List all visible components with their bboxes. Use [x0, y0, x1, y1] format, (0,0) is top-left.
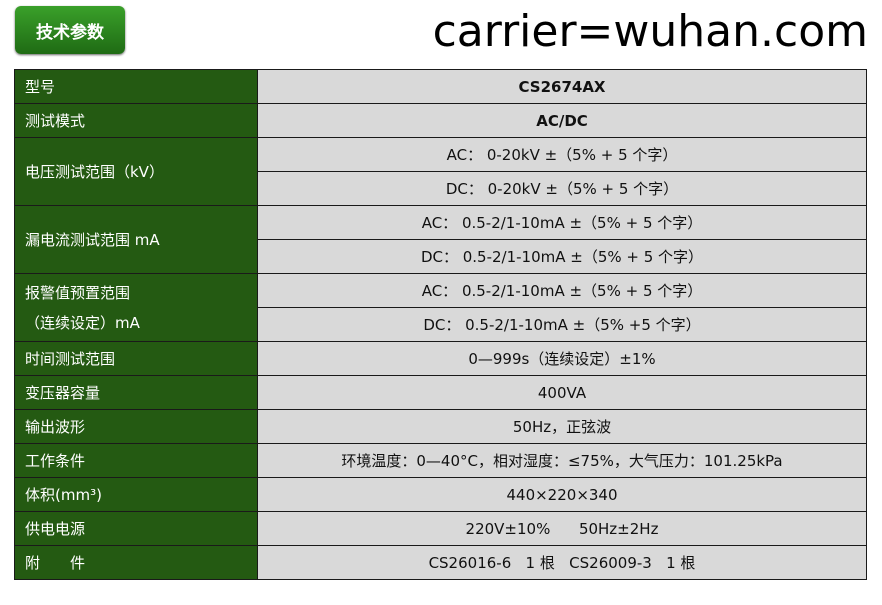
- table-row: DC： 0.5-2/1-10mA ±（5% + 5 个字）: [15, 239, 867, 274]
- table-row: 漏电流测试范围 mA AC： 0.5-2/1-10mA ±（5% + 5 个字）: [14, 205, 867, 274]
- row-value: AC： 0.5-2/1-10mA ±（5% + 5 个字）: [257, 273, 867, 308]
- row-value: DC： 0.5-2/1-10mA ±（5% +5 个字）: [257, 307, 867, 342]
- row-label: 体积(mm³): [14, 477, 258, 512]
- row-label-line1: 报警值预置范围: [25, 283, 131, 302]
- table-row: 工作条件 环境温度：0—40°C，相对湿度：≤75%，大气压力：101.25kPa: [14, 443, 867, 478]
- row-value: CS26016-6 1 根 CS26009-3 1 根: [257, 545, 867, 580]
- table-row: 报警值预置范围 （连续设定）mA AC： 0.5-2/1-10mA ±（5% + 5…: [14, 273, 867, 342]
- table-row: DC： 0-20kV ±（5% + 5 个字）: [15, 171, 867, 206]
- row-label: 报警值预置范围 （连续设定）mA: [14, 273, 258, 342]
- row-value: AC/DC: [257, 103, 867, 138]
- row-label: 输出波形: [14, 409, 258, 444]
- row-value: AC： 0-20kV ±（5% + 5 个字）: [257, 137, 867, 172]
- row-value: DC： 0.5-2/1-10mA ±（5% + 5 个字）: [257, 239, 867, 274]
- row-label: 附 件: [14, 545, 258, 580]
- spec-table: 型号 CS2674AX 测试模式 AC/DC 电压测试范围（kV） AC： 0-20k…: [14, 69, 867, 580]
- table-row: 时间测试范围 0—999s（连续设定）±1%: [14, 341, 867, 376]
- table-row: 型号 CS2674AX: [14, 69, 867, 104]
- table-row: 测试模式 AC/DC: [14, 103, 867, 138]
- row-label: 变压器容量: [14, 375, 258, 410]
- row-value: DC： 0-20kV ±（5% + 5 个字）: [257, 171, 867, 206]
- row-value: 环境温度：0—40°C，相对湿度：≤75%，大气压力：101.25kPa: [257, 443, 867, 478]
- row-label: 型号: [14, 69, 258, 104]
- row-label: 电压测试范围（kV）: [14, 137, 258, 206]
- section-title-button[interactable]: 技术参数: [15, 6, 125, 54]
- table-row: 输出波形 50Hz，正弦波: [14, 409, 867, 444]
- row-label: 漏电流测试范围 mA: [14, 205, 258, 274]
- row-value: 50Hz，正弦波: [257, 409, 867, 444]
- table-row: 电压测试范围（kV） AC： 0-20kV ±（5% + 5 个字）: [14, 137, 867, 206]
- row-value: AC： 0.5-2/1-10mA ±（5% + 5 个字）: [257, 205, 867, 240]
- row-value: 220V±10% 50Hz±2Hz: [257, 511, 867, 546]
- row-label: 工作条件: [14, 443, 258, 478]
- row-value: CS2674AX: [257, 69, 867, 104]
- table-row: 体积(mm³) 440×220×340: [14, 477, 867, 512]
- table-row: 供电电源 220V±10% 50Hz±2Hz: [14, 511, 867, 546]
- table-row: 附 件 CS26016-6 1 根 CS26009-3 1 根: [14, 545, 867, 580]
- row-value: 440×220×340: [257, 477, 867, 512]
- row-value: 400VA: [257, 375, 867, 410]
- row-label: 供电电源: [14, 511, 258, 546]
- watermark: carrier=wuhan.com: [432, 6, 868, 57]
- row-value: 0—999s（连续设定）±1%: [257, 341, 867, 376]
- table-row: 变压器容量 400VA: [14, 375, 867, 410]
- row-label: 测试模式: [14, 103, 258, 138]
- row-label-line2: （连续设定）mA: [25, 313, 140, 332]
- row-label: 时间测试范围: [14, 341, 258, 376]
